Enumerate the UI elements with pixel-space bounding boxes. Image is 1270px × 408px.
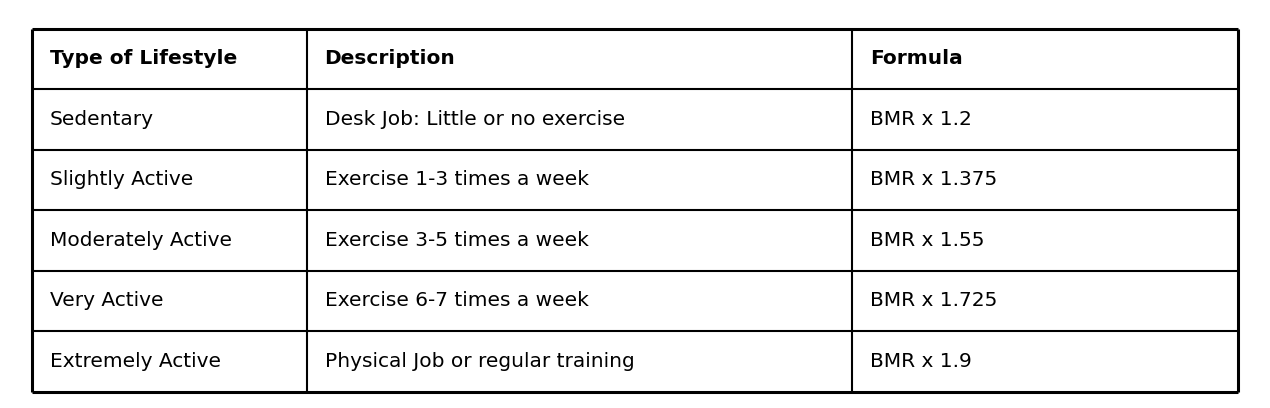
Text: BMR x 1.9: BMR x 1.9 (870, 352, 972, 371)
Text: Exercise 6-7 times a week: Exercise 6-7 times a week (325, 291, 588, 310)
Text: Sedentary: Sedentary (50, 110, 154, 129)
Text: Very Active: Very Active (50, 291, 163, 310)
Text: Exercise 3-5 times a week: Exercise 3-5 times a week (325, 231, 588, 250)
Text: BMR x 1.2: BMR x 1.2 (870, 110, 972, 129)
Text: Physical Job or regular training: Physical Job or regular training (325, 352, 634, 371)
Text: Formula: Formula (870, 49, 963, 68)
Text: Type of Lifestyle: Type of Lifestyle (50, 49, 236, 68)
Text: Slightly Active: Slightly Active (50, 171, 193, 189)
Text: Extremely Active: Extremely Active (50, 352, 221, 371)
Text: Description: Description (325, 49, 456, 68)
Text: BMR x 1.55: BMR x 1.55 (870, 231, 984, 250)
Text: Desk Job: Little or no exercise: Desk Job: Little or no exercise (325, 110, 625, 129)
Text: Exercise 1-3 times a week: Exercise 1-3 times a week (325, 171, 588, 189)
Text: Moderately Active: Moderately Active (50, 231, 231, 250)
Text: BMR x 1.375: BMR x 1.375 (870, 171, 997, 189)
Text: BMR x 1.725: BMR x 1.725 (870, 291, 997, 310)
